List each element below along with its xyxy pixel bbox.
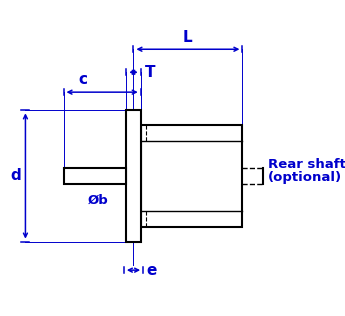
Text: L: L <box>183 30 193 45</box>
Text: e: e <box>146 263 157 278</box>
Text: Øb: Øb <box>87 193 108 206</box>
Text: (optional): (optional) <box>268 171 342 184</box>
Text: d: d <box>11 168 21 184</box>
Bar <box>63 168 126 184</box>
Bar <box>126 110 141 241</box>
Text: Rear shaft: Rear shaft <box>268 158 345 171</box>
Text: c: c <box>78 72 87 87</box>
Bar <box>141 125 242 227</box>
Text: T: T <box>145 65 155 80</box>
